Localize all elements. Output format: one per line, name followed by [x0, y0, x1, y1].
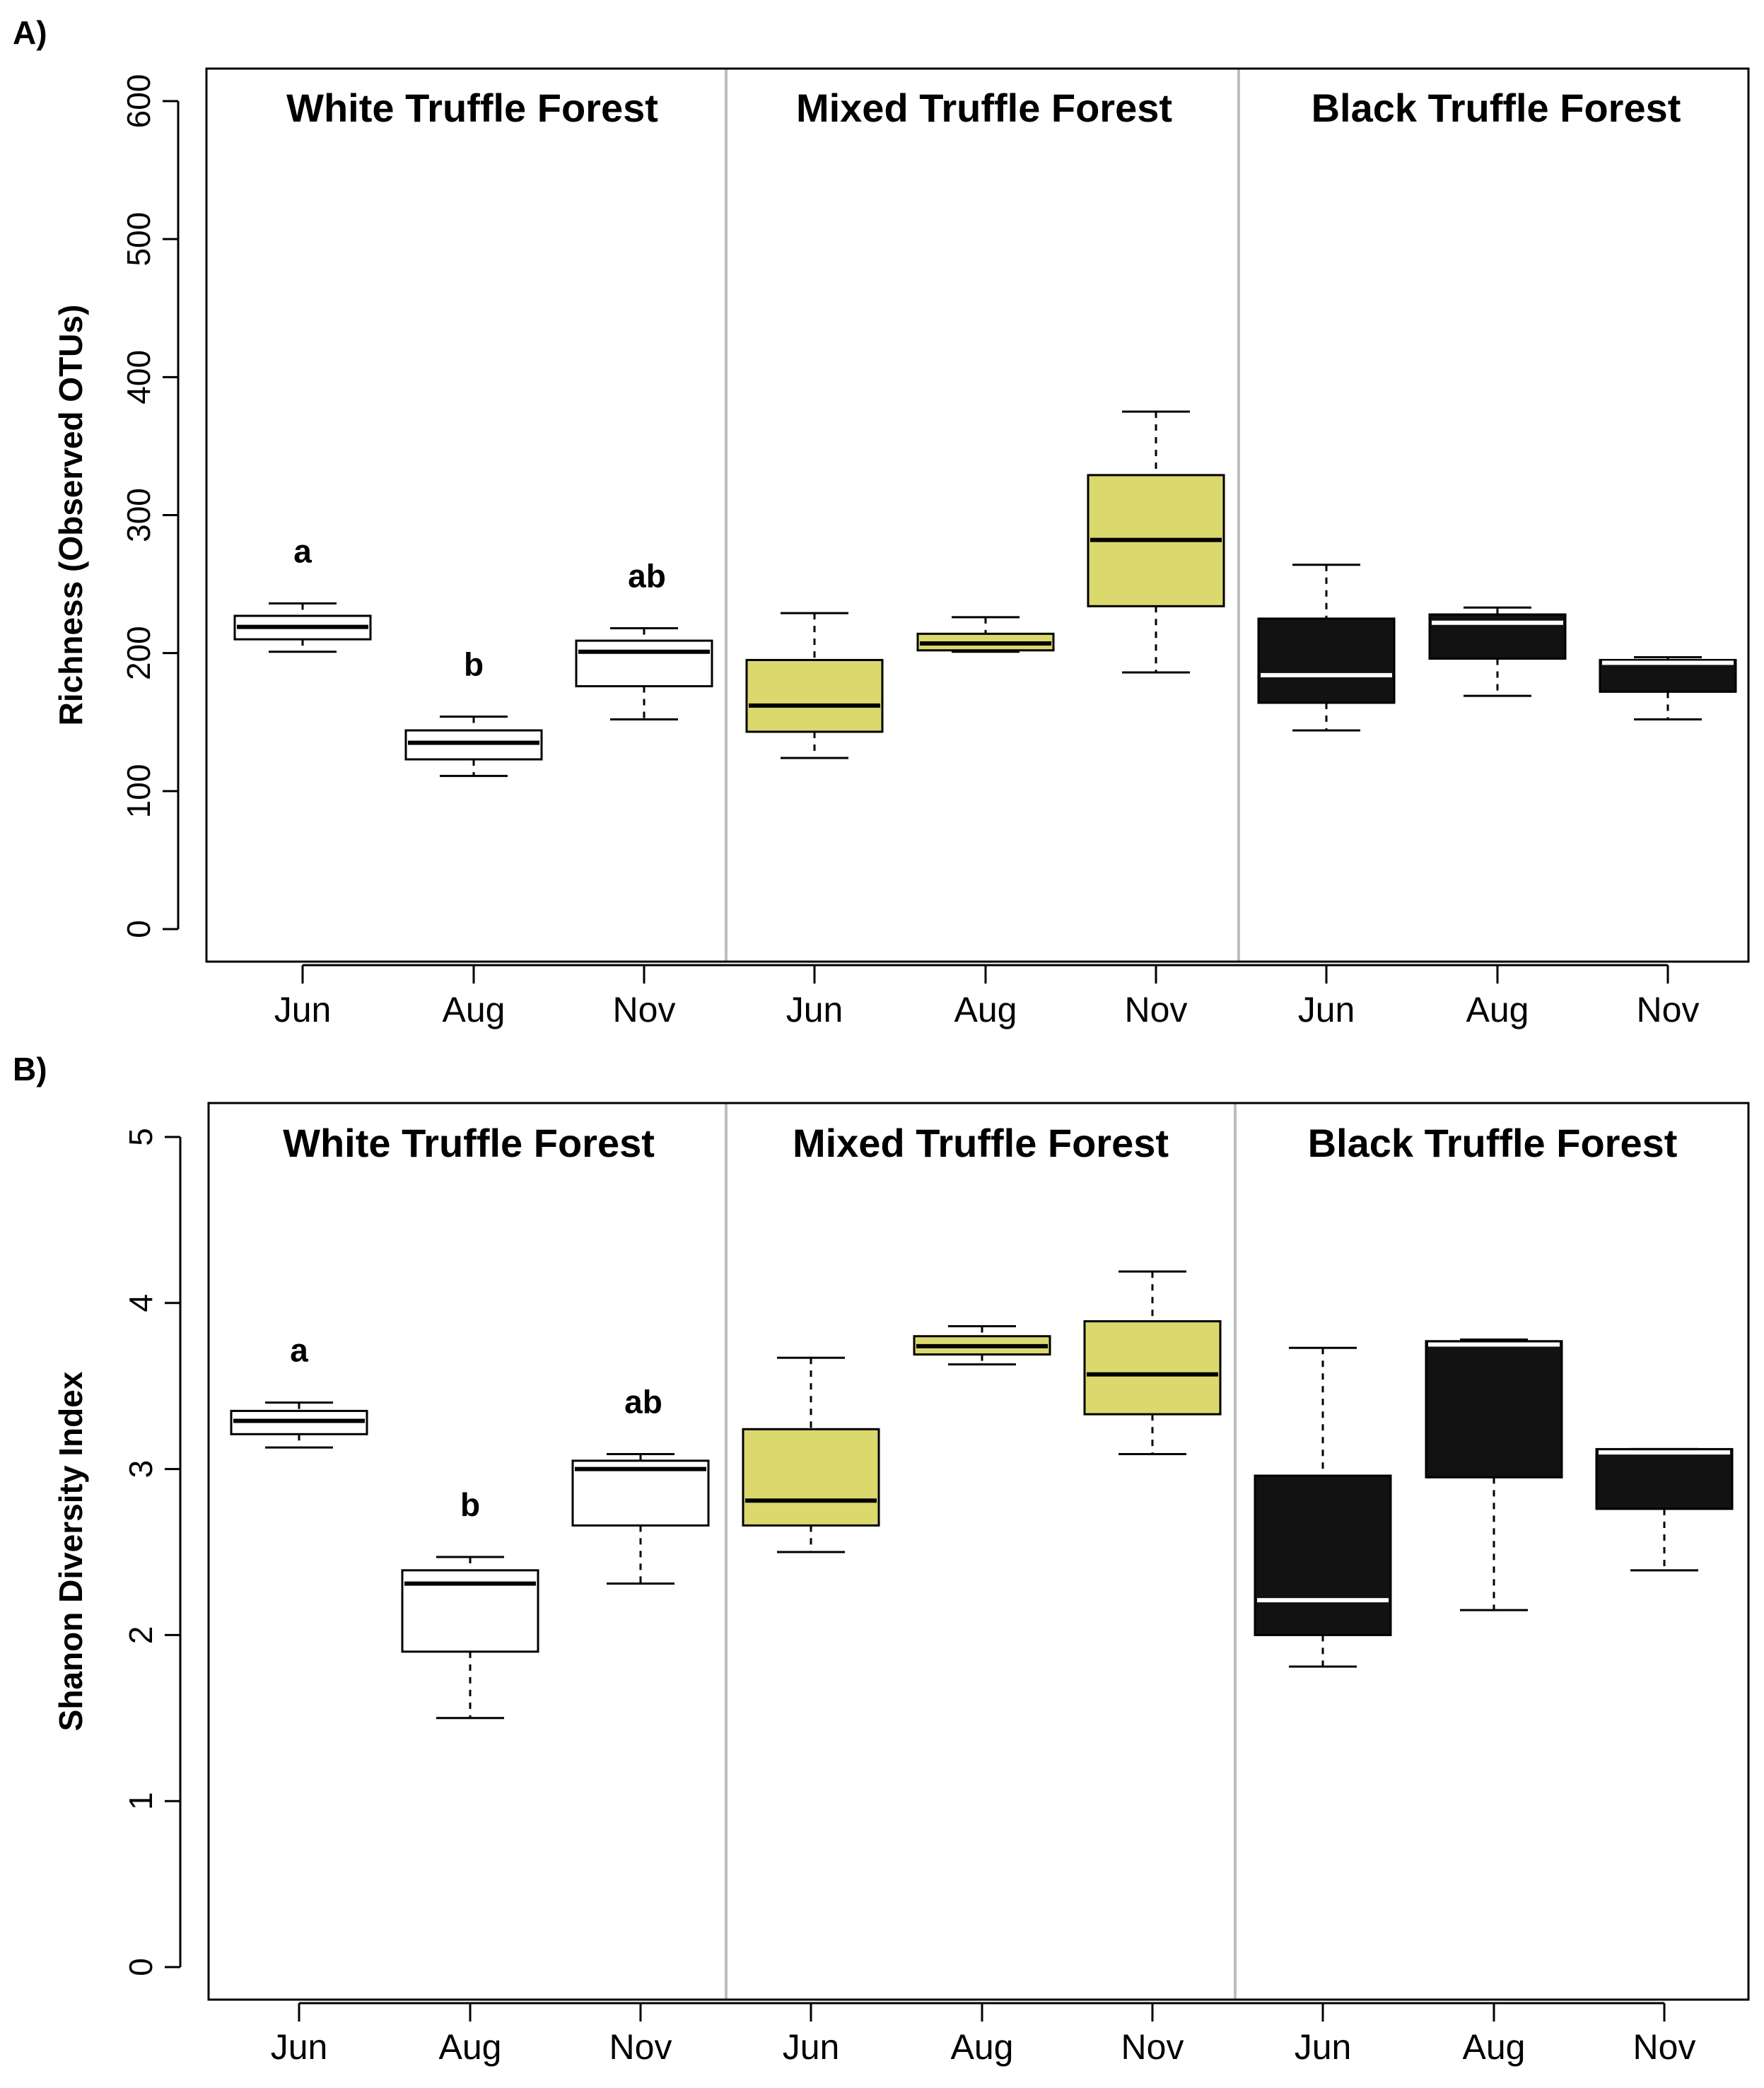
y-tick-label: 3	[122, 1460, 159, 1478]
black-forest-title: Black Truffle Forest	[1308, 1121, 1678, 1165]
box-body	[1425, 1340, 1563, 1478]
y-tick-label: 300	[120, 488, 157, 542]
significance-letter: a	[290, 1332, 308, 1369]
y-tick-label: 0	[122, 1958, 159, 1976]
y-tick-label: 1	[122, 1792, 159, 1810]
box-white-aug: b	[404, 646, 543, 777]
box-mixed-nov	[1087, 410, 1225, 674]
x-tick-label-aug: Aug	[954, 990, 1017, 1030]
y-tick-label: 2	[122, 1626, 159, 1645]
y-tick-label: 500	[120, 212, 157, 267]
y-tick-label: 0	[120, 920, 157, 938]
box-black-nov	[1599, 656, 1737, 721]
significance-letter: a	[293, 532, 312, 569]
box-body	[1257, 617, 1396, 704]
box-mixed-jun	[742, 1356, 880, 1553]
box-body	[1595, 1447, 1734, 1510]
box-body	[742, 1428, 880, 1527]
box-black-nov	[1595, 1447, 1734, 1572]
box-body	[1599, 658, 1737, 693]
y-tick-label: 400	[120, 350, 157, 404]
significance-letter: b	[464, 646, 484, 682]
x-tick-label-jun: Jun	[783, 2027, 840, 2067]
box-mixed-jun	[745, 612, 884, 759]
significance-letter: ab	[628, 558, 666, 595]
x-tick-label-nov: Nov	[613, 990, 676, 1030]
x-tick-label-nov: Nov	[1121, 2027, 1184, 2067]
x-tick-label-nov: Nov	[1633, 2027, 1696, 2067]
x-tick-label-nov: Nov	[1125, 990, 1188, 1030]
y-tick-label: 600	[120, 74, 157, 129]
x-tick-label-jun: Jun	[786, 990, 843, 1030]
box-white-nov: ab	[571, 1383, 710, 1585]
box-body	[745, 658, 884, 733]
significance-letter: ab	[624, 1383, 662, 1420]
panel-b: B) 0 1 2 3 4 5 Shanon Diversity Index Jun Aug Nov J…	[13, 1051, 1750, 2067]
box-white-jun: a	[230, 1332, 368, 1449]
panel-a: A) 0 100 200 300 400 500 600 Richness (Observed …	[13, 14, 1750, 1030]
box-black-jun	[1257, 564, 1396, 732]
white-forest-title: White Truffle Forest	[286, 86, 658, 130]
x-tick-label-jun: Jun	[1298, 990, 1355, 1030]
box-mixed-aug	[913, 1325, 1051, 1366]
box-white-aug: b	[401, 1486, 539, 1720]
mixed-forest-title: Mixed Truffle Forest	[796, 86, 1172, 130]
x-tick-label-aug: Aug	[1466, 990, 1529, 1030]
box-body	[1083, 1320, 1222, 1416]
x-tick-label-nov: Nov	[1637, 990, 1700, 1030]
box-black-jun	[1254, 1346, 1392, 1668]
box-white-nov: ab	[575, 558, 713, 721]
x-tick-label-jun: Jun	[271, 2027, 328, 2067]
mixed-forest-title: Mixed Truffle Forest	[793, 1121, 1169, 1165]
box-mixed-nov	[1083, 1270, 1222, 1455]
box-body	[571, 1459, 710, 1527]
significance-letter: b	[460, 1486, 480, 1523]
plot-frame	[205, 67, 1750, 963]
y-tick-label: 5	[122, 1128, 159, 1146]
y-axis-title: Richness (Observed OTUs)	[52, 305, 89, 726]
white-forest-title: White Truffle Forest	[283, 1121, 655, 1165]
x-tick-label-nov: Nov	[609, 2027, 672, 2067]
y-tick-label: 200	[120, 626, 157, 680]
plot-frame	[207, 1102, 1750, 2001]
box-body	[575, 639, 713, 688]
x-tick-label-aug: Aug	[951, 2027, 1014, 2067]
x-tick-label-jun: Jun	[274, 990, 332, 1030]
x-tick-label-aug: Aug	[443, 990, 506, 1030]
box-black-aug	[1425, 1338, 1563, 1611]
panel-label: A)	[13, 14, 47, 51]
y-tick-label: 100	[120, 764, 157, 818]
box-mixed-aug	[916, 616, 1055, 653]
x-tick-label-jun: Jun	[1295, 2027, 1352, 2067]
box-body	[1254, 1474, 1392, 1636]
panel-label: B)	[13, 1051, 47, 1087]
box-white-jun: a	[233, 532, 372, 653]
x-tick-label-aug: Aug	[439, 2027, 502, 2067]
x-tick-label-aug: Aug	[1463, 2027, 1526, 2067]
box-black-aug	[1428, 606, 1567, 697]
y-tick-label: 4	[122, 1294, 159, 1312]
black-forest-title: Black Truffle Forest	[1312, 86, 1681, 130]
y-axis-title: Shanon Diversity Index	[52, 1371, 89, 1731]
